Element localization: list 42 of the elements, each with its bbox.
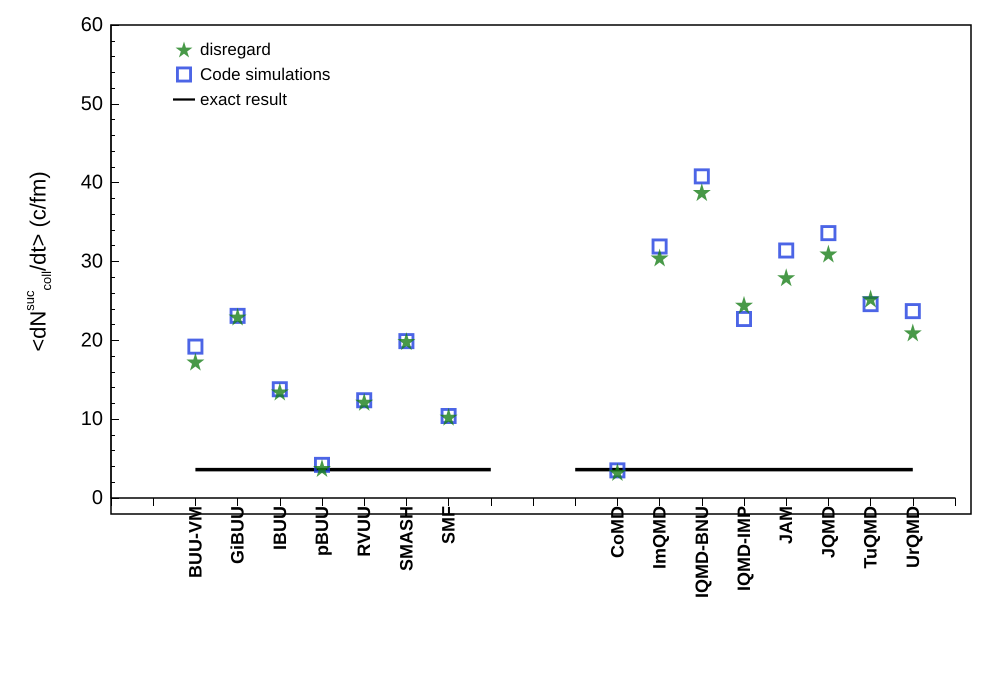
point (777, 268, 796, 286)
point (778, 242, 794, 258)
legend-label: Code simulations (200, 65, 330, 84)
point (313, 459, 331, 478)
point (904, 303, 921, 320)
x-tick-label: CoMD (607, 506, 628, 558)
x-tick-label: TuQMD (860, 506, 881, 569)
x-tick-label: SMASH (396, 506, 416, 572)
y-tick-label: 0 (92, 487, 103, 509)
x-tick-label: JQMD (818, 506, 838, 558)
x-tick-label: ImQMD (650, 506, 670, 569)
legend-label: disregard (200, 40, 271, 59)
y-axis-title: <dNsuccoll/dt> (c/fm) (22, 171, 54, 352)
point (652, 238, 668, 255)
y-tick-label: 50 (80, 92, 103, 115)
point (862, 290, 880, 308)
point (694, 168, 710, 184)
x-tick-label: JAM (776, 506, 796, 544)
point (819, 244, 838, 263)
x-tick-label: UrQMD (902, 506, 923, 568)
point (270, 382, 289, 401)
x-tick-label: IQMD-IMP (734, 506, 754, 591)
x-tick-label: IQMD-BNU (692, 506, 712, 598)
x-tick-label: pBUU (312, 506, 332, 556)
x-tick-label: IBUU (270, 506, 290, 550)
y-tick-label: 40 (80, 172, 103, 194)
x-tick-label: BUU-VM (185, 506, 206, 578)
y-tick-label: 30 (80, 250, 103, 272)
point (692, 183, 711, 202)
y-tick-label: 20 (80, 329, 103, 352)
point (186, 352, 204, 371)
point (820, 225, 836, 242)
y-tick-label: 10 (80, 408, 103, 430)
legend-label: exact result (200, 90, 288, 109)
y-tick-label: 60 (80, 14, 103, 36)
point (904, 323, 922, 342)
point (735, 296, 753, 314)
x-tick-label: RVUU (354, 506, 374, 557)
point (736, 311, 752, 328)
point (187, 338, 204, 355)
x-tick-label: GiBUU (228, 506, 248, 564)
point (650, 248, 669, 267)
